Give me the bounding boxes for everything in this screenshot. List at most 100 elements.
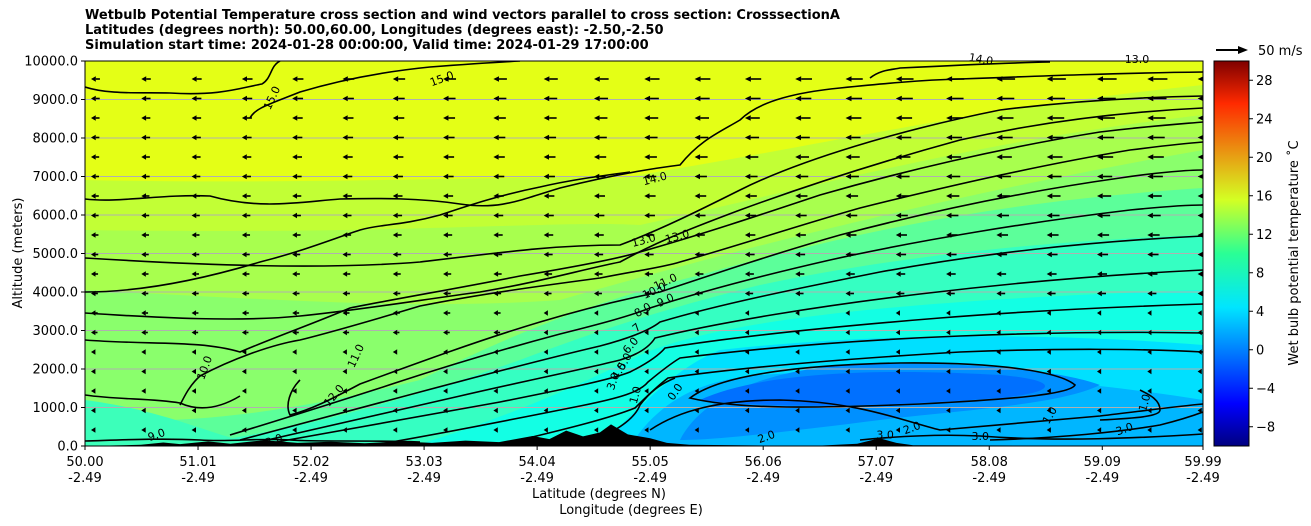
wind-arrow	[694, 427, 699, 433]
wind-arrow	[191, 251, 200, 258]
wind-arrow	[241, 115, 252, 121]
wind-arrow	[91, 310, 98, 316]
wind-arrow	[694, 232, 705, 238]
colorbar-tick-label: −4	[1256, 382, 1275, 397]
wind-arrow	[392, 115, 405, 121]
wind-arrow	[241, 329, 249, 336]
chart-title: Wetbulb Potential Temperature cross sect…	[85, 8, 840, 53]
contour-line	[1099, 389, 1161, 421]
wind-arrow	[443, 329, 450, 336]
wind-arrow	[895, 115, 913, 121]
wind-arrow	[1147, 349, 1152, 355]
wind-arrow	[795, 154, 810, 160]
wind-arrow	[946, 388, 951, 394]
wind-arrow	[493, 95, 507, 102]
wind-arrow	[1197, 329, 1202, 336]
wind-arrow	[744, 76, 762, 82]
wind-arrow	[594, 251, 604, 258]
wind-arrow	[543, 310, 548, 316]
wind-vectors	[91, 76, 1203, 433]
wind-arrow	[744, 329, 750, 336]
wind-arrow	[1097, 134, 1115, 141]
wind-arrow	[694, 368, 699, 375]
wind-arrow	[292, 251, 301, 258]
wind-arrow	[91, 212, 99, 219]
wind-arrow	[795, 173, 809, 180]
contour-line	[649, 399, 1203, 431]
wind-arrow	[895, 193, 909, 199]
wind-arrow	[1197, 154, 1203, 160]
wind-arrow	[895, 212, 908, 219]
colorbar-tick-label: 20	[1256, 151, 1273, 166]
wind-arrow	[443, 427, 448, 433]
wind-arrow	[342, 388, 347, 394]
wind-arrow	[493, 251, 503, 258]
wind-arrow	[644, 329, 649, 336]
wind-arrow	[392, 134, 404, 141]
contour-line	[379, 331, 1203, 445]
wind-arrow	[795, 251, 806, 258]
wind-arrow	[493, 290, 502, 297]
wind-arrow	[1097, 349, 1102, 355]
x-tick-label-lat: 57.07	[858, 455, 895, 470]
wind-arrow	[1147, 251, 1159, 258]
wind-arrow	[91, 95, 100, 102]
wind-arrow	[493, 154, 505, 160]
wind-arrow	[1147, 115, 1166, 121]
wind-arrow	[1197, 407, 1202, 414]
wind-arrow	[744, 134, 760, 141]
wind-arrow	[543, 407, 548, 414]
wind-arrow	[946, 232, 958, 238]
wind-arrow	[744, 407, 750, 414]
contour-label: 14.0	[641, 169, 668, 188]
contour-label: 13.0	[1125, 53, 1150, 66]
wind-arrow	[191, 173, 201, 180]
wind-arrow	[141, 290, 149, 297]
y-axis: 0.0 1000.0 2000.0 3000.0 4000.0 5000.0 6000.0 7…	[24, 55, 85, 455]
x-tick-label-lat: 51.01	[179, 455, 216, 470]
wind-arrow	[493, 173, 505, 180]
wind-arrow	[91, 173, 99, 180]
wind-arrow	[1046, 173, 1062, 180]
wind-arrow	[946, 407, 951, 414]
wind-arrow	[744, 349, 750, 355]
wind-arrow	[443, 232, 453, 238]
wind-arrow	[694, 310, 699, 316]
contour-line	[519, 348, 1203, 441]
y-tick-label: 3000.0	[33, 324, 79, 339]
wind-arrow	[292, 329, 299, 336]
wind-arrow	[946, 154, 962, 160]
colorbar-ticks: −8 −4 0 4 8 12 16 20 24 28	[1249, 74, 1275, 435]
wind-arrow	[1097, 251, 1109, 258]
wind-arrow	[744, 388, 750, 394]
wind-arrow	[996, 173, 1011, 180]
wind-arrow	[795, 76, 812, 82]
wind-arrow	[443, 212, 453, 219]
wind-arrow	[996, 349, 1001, 355]
wind-arrow	[543, 193, 555, 199]
x-tick-label-lat: 53.03	[405, 455, 442, 470]
wind-arrow	[493, 427, 498, 433]
wind-arrow	[996, 290, 1006, 297]
wind-arrow	[1097, 232, 1110, 238]
quiver-key: 50 m/s	[1216, 44, 1303, 59]
wind-arrow	[241, 407, 247, 414]
wind-arrow	[1097, 271, 1108, 277]
wind-arrow	[946, 329, 951, 336]
wind-arrow	[996, 329, 1001, 336]
wind-arrow	[342, 76, 355, 82]
wind-arrow	[744, 310, 750, 316]
wind-arrow	[744, 173, 758, 180]
x-tick-label-lon: -2.49	[1085, 471, 1119, 486]
wind-arrow	[1147, 154, 1164, 160]
wind-arrow	[895, 76, 914, 82]
colorbar-tick-label: 28	[1256, 74, 1273, 89]
wind-arrow	[1046, 310, 1051, 316]
wind-arrow	[443, 76, 457, 82]
y-tick-label: 4000.0	[33, 286, 79, 301]
contour-line	[688, 362, 1076, 408]
wind-arrow	[594, 134, 607, 141]
wind-arrow	[1046, 407, 1051, 414]
wind-arrow	[493, 349, 498, 355]
wind-arrow	[895, 427, 900, 433]
